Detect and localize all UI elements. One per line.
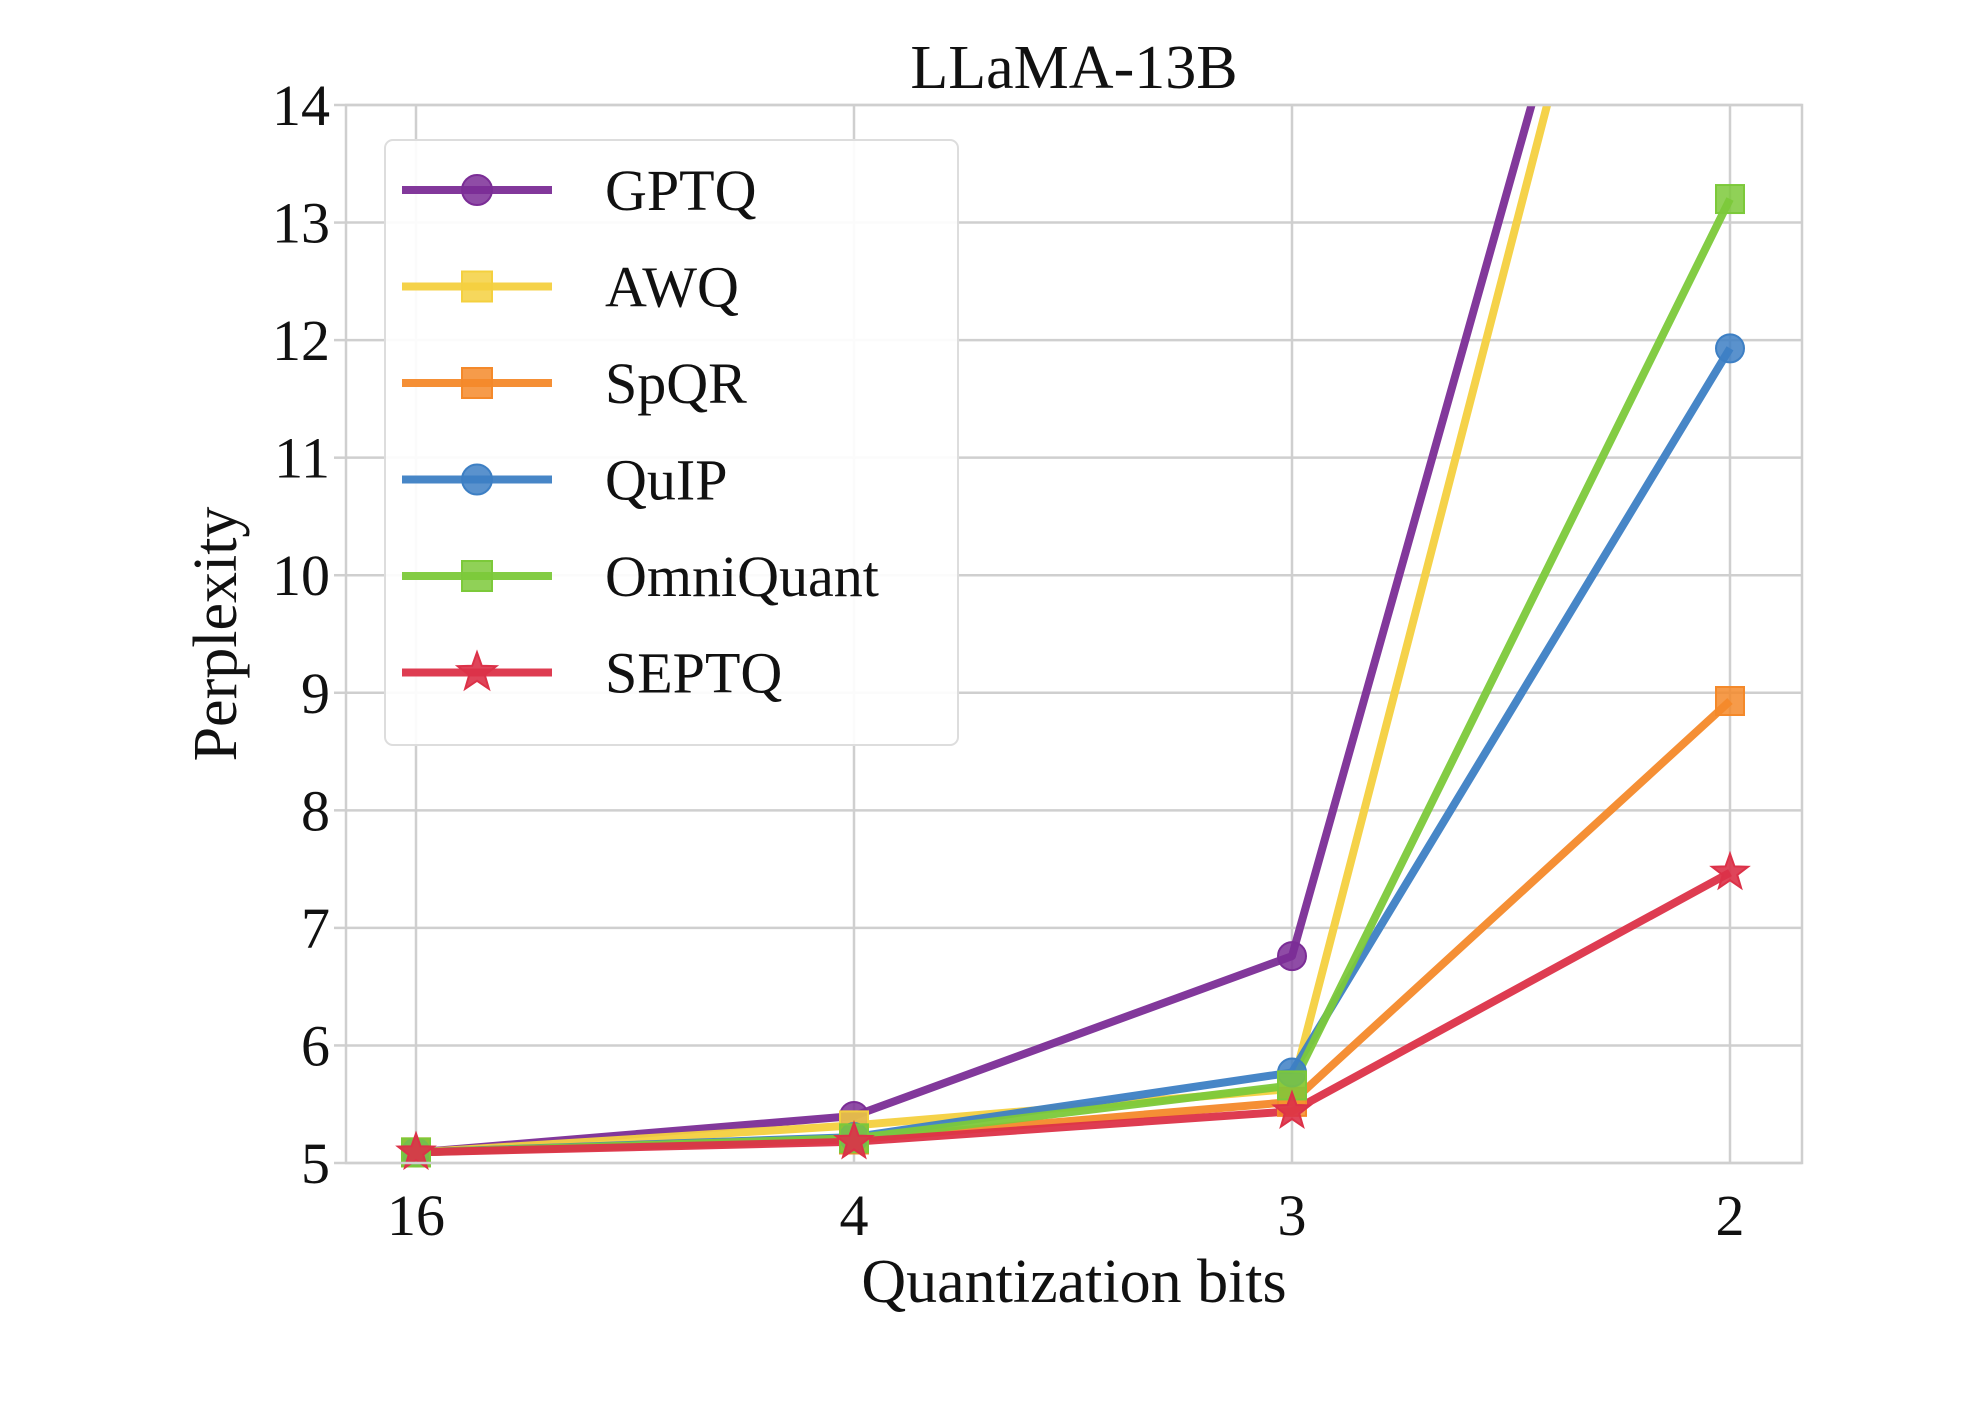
legend-marker-quip bbox=[461, 463, 493, 496]
point-quip-2 bbox=[1715, 333, 1745, 364]
series-lines bbox=[415, 105, 1734, 1157]
y-tick-label-7: 7 bbox=[301, 896, 330, 961]
point-gptq-3 bbox=[1277, 941, 1307, 972]
series-line-septq bbox=[415, 869, 1732, 1157]
series-markers bbox=[395, 184, 1751, 1171]
y-tick-label-5: 5 bbox=[301, 1131, 330, 1196]
series-line-gptq bbox=[415, 105, 1536, 1157]
y-tick-label-14: 14 bbox=[272, 73, 330, 138]
point-omniquant-2 bbox=[1715, 184, 1745, 215]
legend-label-awq: AWQ bbox=[605, 255, 739, 320]
x-tick-label-4: 4 bbox=[840, 1183, 869, 1248]
x-tick-label-16: 16 bbox=[387, 1183, 445, 1248]
legend-marker-septq bbox=[454, 649, 500, 692]
legend-marker-omniquant bbox=[461, 560, 493, 592]
legend-label-quip: QuIP bbox=[605, 448, 727, 513]
tick-labels: 16 4 3 2 5 6 7 8 9 10 11 12 13 14 bbox=[272, 73, 1745, 1248]
legend-marker-awq bbox=[461, 270, 493, 303]
y-tick-label-11: 11 bbox=[274, 426, 330, 491]
y-axis-label: Perplexity bbox=[182, 507, 250, 762]
x-tick-label-2: 2 bbox=[1716, 1183, 1745, 1248]
chart-title: LLaMA-13B bbox=[910, 34, 1237, 102]
y-tick-label-8: 8 bbox=[301, 778, 330, 843]
legend-marker-gptq bbox=[461, 174, 493, 206]
plot-frame bbox=[344, 103, 1804, 1165]
legend-label-gptq: GPTQ bbox=[605, 158, 756, 223]
point-septq-2 bbox=[1709, 850, 1751, 891]
legend-box bbox=[384, 139, 959, 746]
y-tick-label-9: 9 bbox=[301, 661, 330, 726]
x-tick-label-3: 3 bbox=[1278, 1183, 1307, 1248]
y-tick-label-10: 10 bbox=[272, 543, 330, 608]
legend-label-septq: SEPTQ bbox=[605, 641, 782, 706]
y-tick-label-13: 13 bbox=[272, 191, 330, 256]
y-tick-label-12: 12 bbox=[272, 308, 330, 373]
point-septq-16 bbox=[395, 1130, 437, 1171]
x-axis-label: Quantization bits bbox=[861, 1248, 1286, 1316]
legend-label-omniquant: OmniQuant bbox=[605, 544, 879, 609]
point-septq-3 bbox=[1271, 1089, 1313, 1130]
legend-marker-spqr bbox=[461, 367, 493, 399]
point-septq-4 bbox=[833, 1119, 875, 1160]
legend-label-spqr: SpQR bbox=[605, 351, 747, 416]
y-tick-label-6: 6 bbox=[301, 1013, 330, 1078]
legend: GPTQ AWQ SpQR QuIP OmniQuant SEPTQ bbox=[384, 139, 959, 746]
point-spqr-2 bbox=[1715, 686, 1745, 717]
